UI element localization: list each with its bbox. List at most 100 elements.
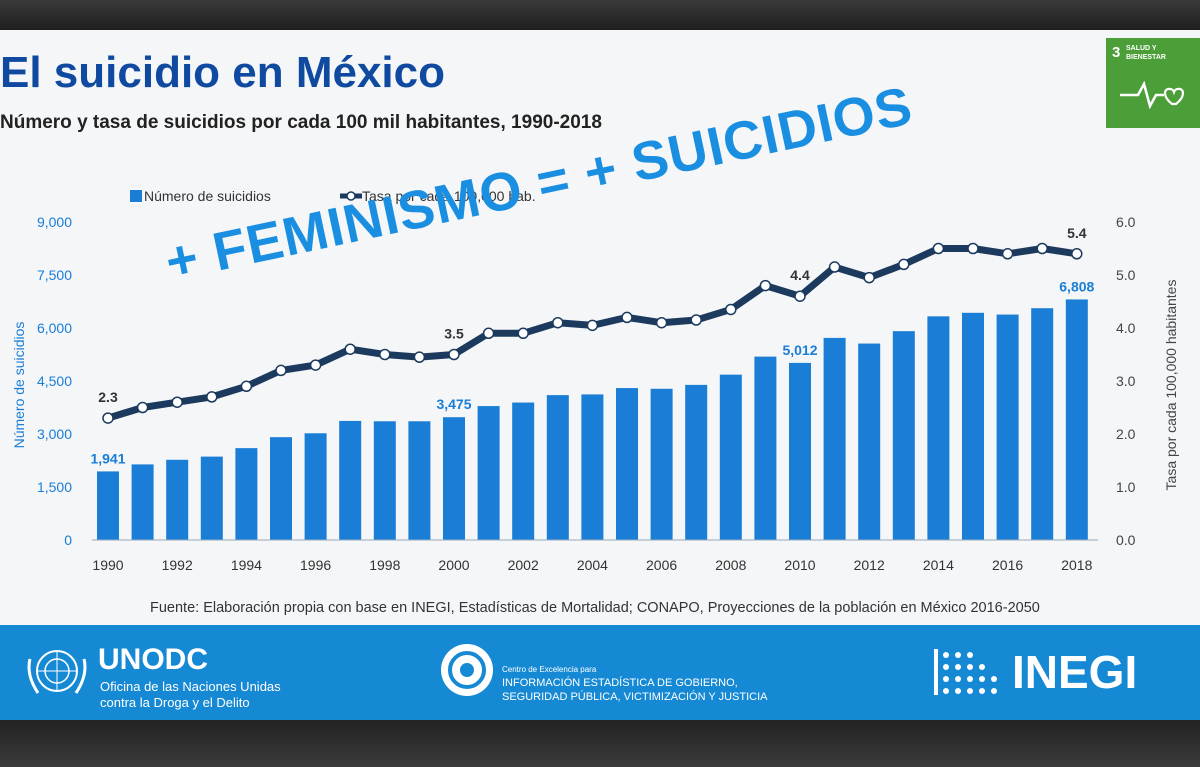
- bar: [1031, 308, 1054, 540]
- legend-bars: Número de suicidios: [130, 188, 271, 204]
- x-tick-label: 2018: [1061, 557, 1092, 573]
- x-tick-label: 2004: [577, 557, 608, 573]
- slide-title: El suicidio en México: [0, 48, 446, 97]
- bar: [512, 402, 535, 540]
- screen-bezel-bottom: [0, 720, 1200, 767]
- rate-point: [344, 343, 356, 355]
- x-tick-label: 2000: [438, 557, 469, 573]
- unodc-logo-text: UNODC: [98, 643, 208, 676]
- rate-point: [482, 327, 495, 340]
- rate-point: [690, 314, 702, 326]
- y-left-tick-label: 1,500: [37, 479, 72, 495]
- rate-point: [171, 396, 183, 408]
- bar: [339, 420, 362, 540]
- y-left-tick-label: 9,000: [37, 214, 72, 230]
- rate-point: [932, 242, 945, 255]
- bar: [97, 471, 119, 540]
- sdg-label: SALUD Y BIENESTAR: [1126, 45, 1166, 61]
- rate-point: [517, 327, 529, 340]
- y-right-tick-label: 2.0: [1116, 426, 1136, 442]
- bar: [443, 417, 465, 540]
- rate-point: [759, 279, 772, 292]
- x-tick-label: 1996: [300, 557, 331, 573]
- slide: El suicidio en México Número y tasa de s…: [0, 30, 1200, 720]
- inegi-dots-icon: [934, 649, 997, 695]
- y-left-axis-title: Número de suicidios: [11, 322, 27, 449]
- y-left-tick-label: 7,500: [37, 267, 72, 283]
- bar: [685, 384, 708, 540]
- bar: [235, 448, 258, 540]
- y-left-tick-label: 6,000: [37, 320, 72, 336]
- bar: [408, 421, 431, 540]
- ceie-logo-icon: [441, 644, 493, 696]
- rate-point: [413, 351, 426, 363]
- bar: [477, 406, 500, 540]
- bar: [1065, 299, 1088, 540]
- bar: [373, 421, 396, 540]
- y-left-tick-label: 0: [64, 532, 72, 548]
- rate-data-label: 2.3: [98, 389, 118, 405]
- bar: [962, 312, 984, 540]
- x-tick-label: 2002: [508, 557, 539, 573]
- heartbeat-icon: [1120, 80, 1185, 110]
- legend-bar-swatch: [130, 190, 142, 202]
- bar: [892, 331, 915, 540]
- y-right-tick-label: 6.0: [1116, 214, 1136, 230]
- inegi-logo-text: INEGI: [1012, 646, 1138, 698]
- rate-data-label: 3.5: [444, 326, 464, 342]
- sdg-number: 3: [1112, 44, 1121, 61]
- rate-point: [102, 412, 114, 424]
- legend-line-label: Tasa por cada 100,000 hab.: [362, 188, 536, 204]
- y-left-tick-label: 4,500: [37, 373, 72, 389]
- x-tick-label: 2010: [784, 557, 815, 573]
- rate-point: [863, 271, 875, 284]
- rate-point: [206, 391, 218, 403]
- ceie-name: INFORMACIÓN ESTADÍSTICA DE GOBIERNO, SEG…: [502, 677, 768, 703]
- rate-point: [379, 348, 391, 361]
- rate-point: [240, 380, 253, 393]
- bar-data-label: 5,012: [782, 342, 817, 358]
- rate-point: [1001, 248, 1014, 260]
- rate-point: [621, 311, 633, 324]
- bar: [789, 362, 811, 540]
- un-emblem-icon: [27, 650, 87, 694]
- rate-point: [136, 401, 149, 414]
- rate-data-label: 4.4: [790, 267, 810, 283]
- x-tick-label: 2014: [923, 557, 954, 573]
- bar: [131, 464, 154, 540]
- rate-data-label: 5.4: [1067, 225, 1087, 241]
- ceie-prefix: Centro de Excelencia para: [502, 665, 597, 674]
- bar-data-label: 1,941: [90, 450, 125, 466]
- unodc-subtitle: Oficina de las Naciones Unidas contra la…: [100, 679, 281, 710]
- x-tick-label: 1998: [369, 557, 400, 573]
- rate-point: [586, 319, 599, 332]
- bar: [858, 343, 881, 540]
- bar-data-label: 6,808: [1059, 278, 1094, 294]
- source-note: Fuente: Elaboración propia con base en I…: [150, 600, 1040, 616]
- rate-point: [275, 364, 287, 377]
- bar-data-label: 3,475: [436, 396, 471, 412]
- rate-point: [552, 316, 564, 329]
- y-left-tick-label: 3,000: [37, 426, 72, 442]
- footer-bar: UNODC Oficina de las Naciones Unidas con…: [0, 625, 1200, 720]
- y-right-tick-label: 5.0: [1116, 267, 1136, 283]
- x-tick-label: 2016: [992, 557, 1023, 573]
- rate-point: [794, 290, 806, 302]
- legend-line: Tasa por cada 100,000 hab.: [340, 188, 536, 204]
- slide-subtitle: Número y tasa de suicidios por cada 100 …: [0, 112, 602, 133]
- y-right-tick-label: 4.0: [1116, 320, 1136, 336]
- bar: [546, 395, 569, 540]
- bar: [650, 388, 673, 540]
- rate-point: [655, 316, 668, 329]
- bar: [754, 356, 777, 540]
- bar: [166, 459, 189, 540]
- rate-point: [1071, 248, 1083, 260]
- x-tick-label: 1994: [231, 557, 262, 573]
- screen-bezel-top: [0, 0, 1200, 30]
- rate-point: [967, 242, 979, 255]
- suicides-chart: 0 1,500 3,000 4,500 6,000 7,500 9,000 0.0 1.0 2.0…: [11, 214, 1179, 573]
- sdg-badge: 3 SALUD Y BIENESTAR: [1106, 38, 1200, 128]
- bar: [200, 456, 223, 540]
- x-tick-label: 1990: [92, 557, 123, 573]
- rate-point: [309, 359, 322, 371]
